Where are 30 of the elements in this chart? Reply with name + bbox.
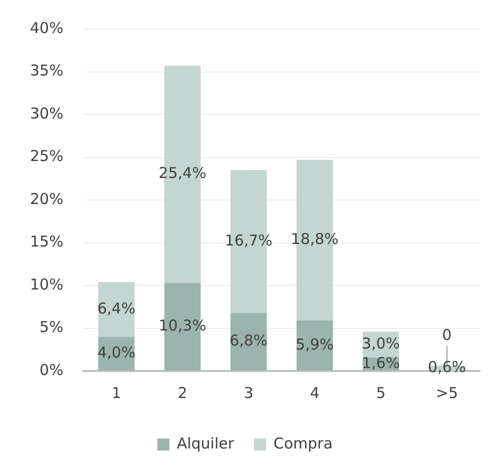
data-label: 25,4% xyxy=(158,164,206,182)
bar xyxy=(98,282,135,337)
y-tick-label: 20% xyxy=(30,190,64,208)
data-label: 6,4% xyxy=(97,299,136,318)
x-tick-label: 5 xyxy=(376,384,386,402)
y-tick-label: 15% xyxy=(30,232,64,251)
x-tick-label: 3 xyxy=(244,384,254,402)
legend-label: Alquiler xyxy=(176,434,235,452)
y-tick-label: 30% xyxy=(30,104,64,122)
data-label: 0,6% xyxy=(428,358,466,376)
bar xyxy=(230,312,267,370)
data-label: 0 xyxy=(442,326,452,344)
y-tick-label: 35% xyxy=(30,62,64,80)
data-label: 16,7% xyxy=(224,231,272,250)
data-label: 5,9% xyxy=(296,335,334,354)
x-tick-label: >5 xyxy=(436,384,458,402)
bar xyxy=(296,320,333,370)
y-tick-label: 10% xyxy=(30,275,64,294)
data-label: 3,0% xyxy=(362,334,400,352)
x-tick-label: 1 xyxy=(112,384,122,402)
y-tick-label: 0% xyxy=(40,360,64,379)
y-tick-label: 5% xyxy=(40,318,64,336)
data-label: 18,8% xyxy=(290,230,339,248)
data-label: 6,8% xyxy=(230,332,268,350)
x-tick-label: 4 xyxy=(310,384,320,402)
data-label: 1,6% xyxy=(362,354,400,372)
y-tick-label: 25% xyxy=(30,147,64,166)
legend-label: Compra xyxy=(274,434,333,452)
y-tick-label: 40% xyxy=(30,18,64,37)
x-tick-label: 2 xyxy=(178,384,188,402)
